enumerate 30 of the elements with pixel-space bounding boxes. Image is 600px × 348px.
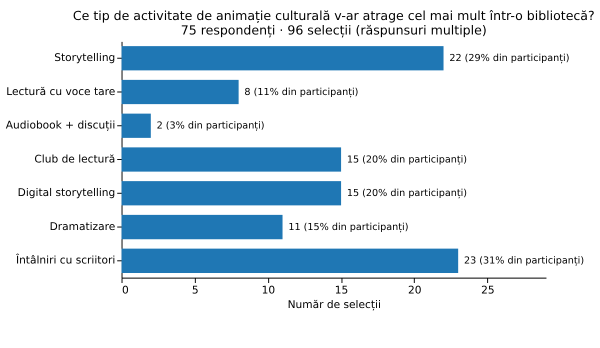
y-tick-label: Audiobook + discuții: [6, 118, 116, 132]
bar: [122, 114, 151, 138]
bar: [122, 248, 458, 273]
bar: [122, 181, 342, 206]
chart-subtitle: 75 respondenți · 96 selecții (răspunsuri multiple): [180, 22, 487, 39]
data-label: 23 (31% din participanți): [464, 256, 584, 267]
data-label: 15 (20% din participanți): [346, 154, 468, 166]
y-tick-label: Întâlniri cu scriitori: [14, 254, 116, 267]
x-tick-label: 10: [262, 284, 276, 297]
bar: [122, 80, 239, 104]
y-tick-label: Club de lectură: [34, 152, 116, 166]
bar: [122, 46, 444, 70]
y-tick-label: Lectură cu voce tare: [6, 84, 116, 98]
bar: [122, 214, 283, 240]
data-label: 2 (3% din participanți): [156, 120, 265, 132]
x-tick-label: 25: [481, 284, 495, 297]
data-label: 22 (29% din participanți): [449, 53, 570, 64]
bar: [122, 147, 342, 172]
x-tick-label: 0: [122, 284, 130, 297]
x-tick-label: 15: [334, 284, 348, 297]
x-axis-title: Număr de selecții: [288, 298, 381, 312]
data-label: 8 (11% din participanți): [244, 86, 358, 98]
y-tick-label: Storytelling: [54, 51, 116, 64]
data-label: 11 (15% din participanți): [288, 222, 408, 233]
data-label: 15 (20% din participanți): [346, 188, 468, 200]
y-tick-label: Dramatizare: [50, 220, 116, 233]
chart-title: Ce tip de activitate de animație culturală v-ar atrage cel mai mult într-o bibliotecă?: [72, 8, 595, 24]
x-tick-label: 20: [408, 284, 422, 297]
x-tick-label: 5: [192, 284, 199, 297]
y-tick-label: Digital storytelling: [18, 186, 116, 200]
